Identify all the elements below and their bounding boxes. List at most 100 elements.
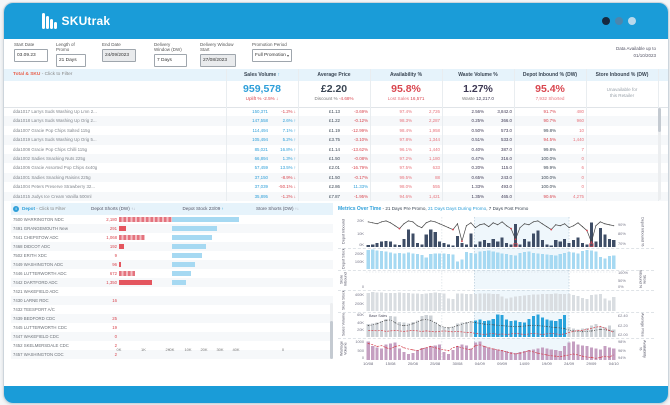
table-row[interactable]: dda1017 Larrys Suds Washing Up Lmn 2... 1… <box>4 107 668 116</box>
svg-text:Base Sales: Base Sales <box>369 314 387 318</box>
filter-input[interactable]: 03.09.23 <box>14 48 48 62</box>
depot-row[interactable]: 7452 SKELMERSDALE CDC 2 <box>11 341 333 350</box>
kpi-column-header-4[interactable]: Waste Volume % <box>458 72 498 78</box>
filter-bar: Data Available up to 01/10/2023 Start Da… <box>4 39 668 70</box>
filter-end-date: End Date 24/09/2023 <box>102 42 136 62</box>
cell: 1,344 <box>429 137 440 143</box>
kpi-column-header-6[interactable]: Store Inbound % (DW) <box>595 72 649 78</box>
depot-row[interactable]: 7468 DIDCOT ADC 192 <box>11 242 333 251</box>
filter-label: Delivery Window Start <box>200 42 234 52</box>
cell: 1,180 <box>429 156 440 161</box>
window-dot-1[interactable] <box>602 17 610 25</box>
app-title: SKUtrak <box>61 14 111 28</box>
cell: £1.14 <box>329 146 340 152</box>
depot-row[interactable]: 7432 TEESPORT A/C <box>11 305 333 314</box>
cell: 97.4% <box>399 109 412 114</box>
depot-shorts-value: 96 <box>112 262 117 267</box>
kpi-column-header-3[interactable]: Availability % <box>389 72 423 78</box>
cell: 99.8% <box>543 127 556 133</box>
x-axis-label: 10/08 <box>363 361 374 366</box>
depot-row[interactable]: 7430 LARNE RDC 16 <box>11 296 333 305</box>
kpi-tile-3: 95.8% Lost Sales 16,571 <box>370 83 442 107</box>
table-scrollbar[interactable] <box>658 108 661 200</box>
axis-tick: 94% <box>618 355 626 360</box>
cell: 115.0 <box>501 165 512 171</box>
depot-name: 7432 TEESPORT A/C <box>13 307 55 312</box>
chevron-down-icon: ▾ <box>286 52 289 58</box>
cell: 387.0 <box>501 146 512 152</box>
chart-row-wastage <box>338 338 654 361</box>
filter-input[interactable]: 7 Days <box>154 53 187 67</box>
kpi-column-header-5[interactable]: Depot Inbound % (DW) <box>522 72 578 78</box>
depot-row[interactable]: 7442 DARTFORD ADC 1,350 <box>11 278 333 287</box>
x-axis-label: 14/09 <box>519 361 530 366</box>
filter-input[interactable]: 27/08/2023 <box>200 53 236 67</box>
cell: 0.20% <box>471 165 484 171</box>
filter-delivery-window-start: Delivery Window Start 27/08/2023 <box>200 42 236 67</box>
table-row[interactable]: dda1019 Larrys Suds Washing Up Orig 5...… <box>4 135 668 145</box>
depot-scrollbar[interactable] <box>330 303 333 359</box>
depot-stock-bar <box>172 253 203 258</box>
cell: 493.0 <box>501 184 512 190</box>
depot-row[interactable]: 7457 WASHINGTON CDC 2 <box>11 350 333 359</box>
kpi-unavailable-note: Unavailable for this Retailer <box>606 87 638 98</box>
cell: -0.17% <box>354 174 368 180</box>
sort-icon: ↑↓ <box>131 206 136 211</box>
table-row[interactable]: dda1004 Peters Preserve Strawberry 32...… <box>4 182 668 191</box>
table-row[interactable]: dda1002 Sadies Snacking Nuts 225g 66,894 1… <box>4 154 668 164</box>
depot-row[interactable]: 7447 WAKEFIELD CDC 0 <box>11 332 333 341</box>
window-dots[interactable] <box>602 17 636 25</box>
depot-row[interactable]: 7421 WAKEFIELD ADC <box>11 287 333 296</box>
cell: 35,895 <box>254 193 268 199</box>
depot-row[interactable]: 7491 GRANGEMOUTH New 291 <box>11 224 333 233</box>
depot-row[interactable]: 7502 ERITH XDC 9 <box>11 251 333 260</box>
filter-input[interactable]: 21 Days <box>56 53 86 67</box>
window-dot-3[interactable] <box>628 17 636 25</box>
info-icon[interactable]: i <box>13 206 19 212</box>
chart-ylabel-depot_stock: Depot Stock <box>341 248 346 269</box>
cell: 97.8% <box>399 137 412 143</box>
axis-tick: 60K <box>357 312 364 318</box>
depot-panel: i Depot - Click to Filter Depot Shorts (… <box>11 203 333 367</box>
sku-name: dda1002 Sadies Snacking Nuts 225g <box>13 156 86 161</box>
kpi-column-header-2[interactable]: Average Price <box>317 72 351 78</box>
filter-start-date: Start Date 03.09.23 <box>14 42 48 62</box>
depot-name: 7449 WASHINGTON ADC <box>13 262 64 267</box>
depot-row[interactable]: 7445 LUTTERWORTH CDC 19 <box>11 323 333 332</box>
depot-header-title[interactable]: Depot - Click to Filter <box>22 206 66 211</box>
table-row[interactable]: dda1015 Judys Ice Cream Vanilla 500ml 35,… <box>4 191 668 201</box>
kpi-value: 959,578 <box>243 83 281 95</box>
cell: £1.13 <box>329 109 340 114</box>
cell: 0.65% <box>471 174 484 180</box>
depot-row[interactable]: 7500 WARRINGTON NDC 2,180 <box>11 215 333 224</box>
chart-ylabel-store_inbound: Store Inbound <box>339 272 348 287</box>
depot-row[interactable]: 7449 WASHINGTON ADC 96 <box>11 260 333 269</box>
depot-stock-column-header[interactable]: Depot Stock 23/09 ↑ <box>182 206 224 211</box>
table-row[interactable]: dda1007 Gracie Pop Chips Salted 115g 114,… <box>4 126 668 135</box>
depot-name: 7430 LARNE RDC <box>13 298 49 303</box>
filter-label: Promotion Period <box>252 42 287 47</box>
table-row[interactable]: dda1001 Sadies Snacking Raisins 225g 37,1… <box>4 172 668 183</box>
depot-row[interactable]: 7439 BEDFORD CDC 25 <box>11 314 333 323</box>
filter-select[interactable]: Full Promotion ▾ <box>252 48 292 62</box>
axis-tick: 70% <box>618 241 626 247</box>
chart-x-axis: 10/08 15/08 20/08 25/08 30/08 04/09 09/09 14/09… <box>363 361 619 369</box>
column-divider <box>298 69 299 201</box>
window-dot-2[interactable] <box>615 17 623 25</box>
depot-row[interactable]: 7441 CHEPSTOW ADC 1,068 <box>11 233 333 242</box>
column-divider <box>226 69 227 201</box>
depot-row[interactable]: 7446 LUTTERWORTH ADC 672 <box>11 269 333 278</box>
kpi-column-header-1[interactable]: Sales Volume ↑ <box>243 72 281 78</box>
cell: 94.6% <box>399 193 412 199</box>
store-shorts-column-header[interactable]: Store Shorts (DW) ↑↓ <box>256 206 299 211</box>
table-row[interactable]: dda1006 Gracie Assorted Pop Chips 4x40g 5… <box>4 163 668 172</box>
x-axis-label: 04/09 <box>474 361 485 366</box>
total-sku-header[interactable]: Total & SKU - Click to Filter <box>13 72 73 77</box>
chart-ylabel-sales_volume: Sales Volume <box>341 312 346 337</box>
depot-shorts-column-header[interactable]: Depot Shorts (DW) ↑↓ <box>91 206 136 211</box>
filter-input[interactable]: 24/09/2023 <box>102 48 136 62</box>
table-row[interactable]: dda1008 Gracie Pop Chips Chilli 115g 85,0… <box>4 145 668 154</box>
table-row[interactable]: dda1018 Larrys Suds Washing Up Orig 2...… <box>4 116 668 126</box>
sku-name: dda1006 Gracie Assorted Pop Chips 4x40g <box>13 165 98 171</box>
